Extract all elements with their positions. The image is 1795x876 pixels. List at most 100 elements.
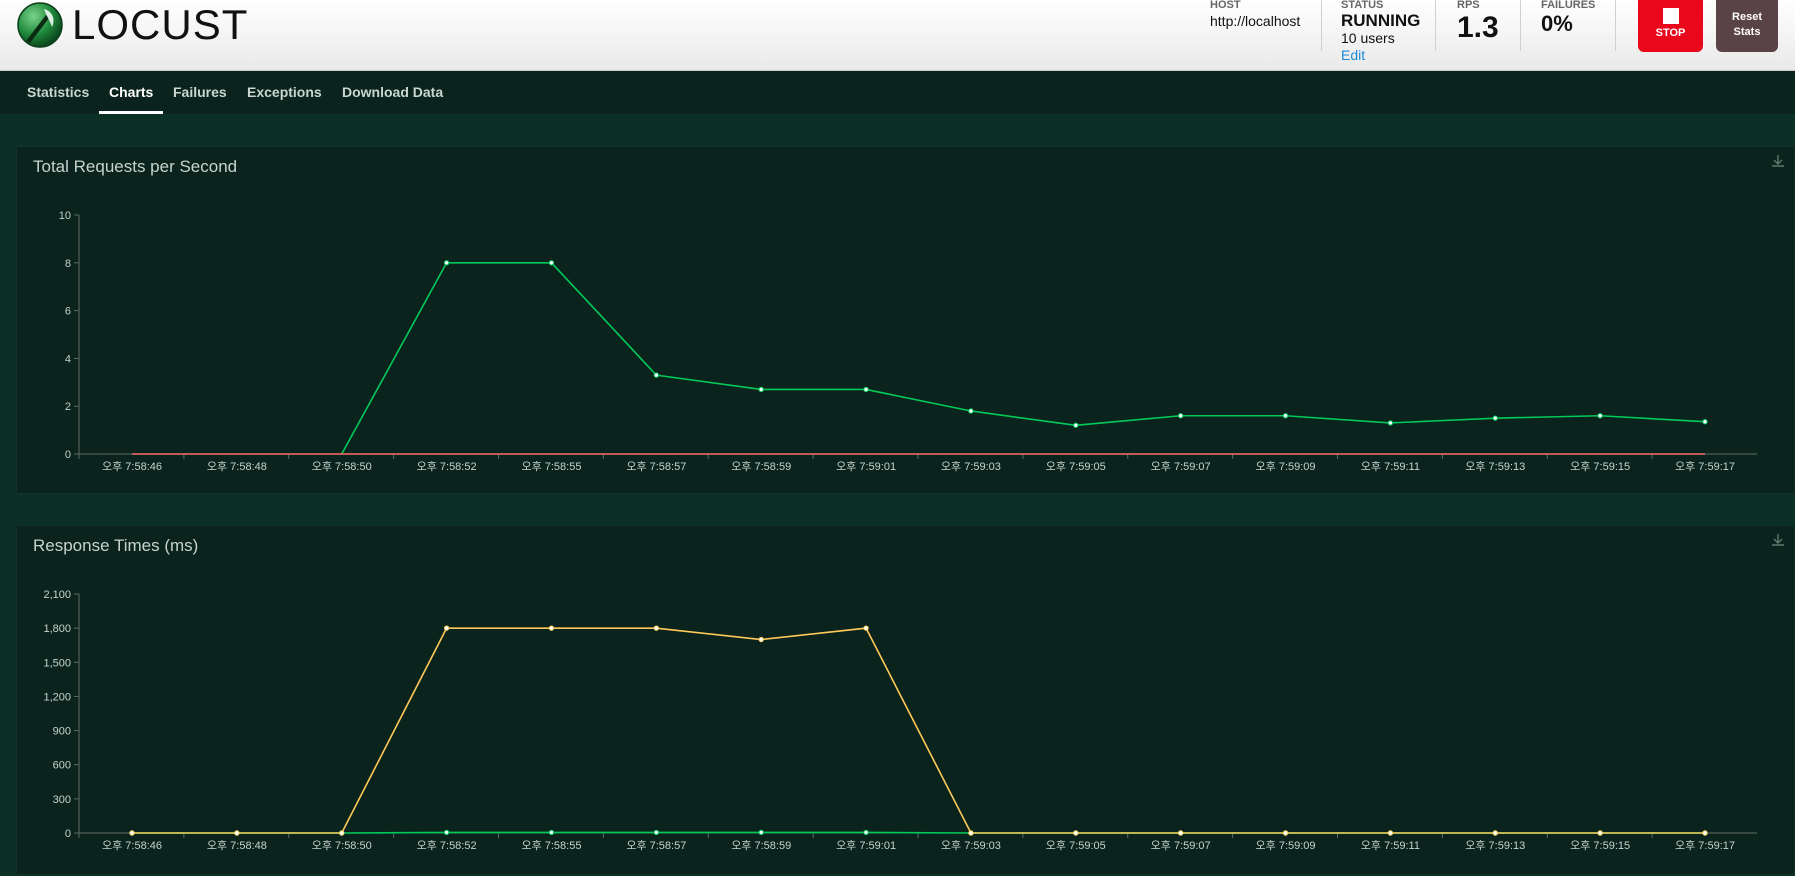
data-point[interactable] [339, 830, 345, 836]
stop-label: STOP [1655, 27, 1686, 39]
y-tick-label: 1,200 [43, 691, 71, 703]
y-tick-label: 0 [65, 449, 71, 461]
status-value: RUNNING [1341, 11, 1421, 30]
x-tick-label: 오후 7:59:01 [836, 839, 896, 852]
x-tick-label: 오후 7:59:03 [941, 839, 1001, 852]
header-divider [1520, 0, 1521, 51]
y-tick-label: 0 [65, 828, 71, 840]
x-tick-label: 오후 7:58:59 [731, 839, 791, 852]
data-point[interactable] [758, 386, 764, 393]
x-tick-label: 오후 7:59:05 [1046, 839, 1106, 852]
status-label: STATUS [1341, 0, 1384, 11]
rps-chart-panel: Total Requests per Second 0 2 4 6 8 10 오후 7:58… [16, 146, 1795, 494]
download-icon[interactable] [1770, 153, 1786, 169]
tab-charts[interactable]: Charts [109, 84, 154, 100]
data-point[interactable] [653, 372, 660, 378]
tab-exceptions[interactable]: Exceptions [247, 84, 322, 100]
data-point[interactable] [234, 830, 240, 836]
x-tick-label: 오후 7:59:17 [1675, 839, 1735, 852]
data-point[interactable] [863, 386, 869, 393]
data-point[interactable] [1597, 413, 1603, 419]
failures-label: FAILURES [1541, 0, 1596, 11]
logo: LOCUST [16, 0, 248, 50]
y-tick-label: 2 [65, 401, 71, 413]
x-tick-label: 오후 7:58:55 [521, 839, 581, 852]
y-tick-label: 1,800 [43, 623, 71, 635]
data-point[interactable] [1282, 413, 1289, 419]
rps-stat: RPS 1.3 [1457, 0, 1517, 71]
data-point[interactable] [1702, 830, 1708, 836]
x-tick-label: 오후 7:59:11 [1361, 839, 1420, 852]
status-stat: STATUS RUNNING 10 users Edit [1341, 0, 1441, 71]
active-tab-indicator [99, 111, 163, 114]
data-point[interactable] [443, 625, 450, 631]
tab-download-data[interactable]: Download Data [342, 84, 444, 100]
data-point[interactable] [548, 829, 555, 836]
data-point[interactable] [1282, 830, 1289, 836]
host-stat: HOST http://localhost [1210, 0, 1310, 71]
x-tick-label: 오후 7:59:01 [836, 460, 896, 473]
x-tick-label: 오후 7:58:50 [312, 839, 372, 852]
data-point[interactable] [1492, 830, 1498, 836]
top-header: LOCUST HOST http://localhost STATUS RUNN… [0, 0, 1795, 71]
data-point[interactable] [443, 260, 450, 266]
x-tick-label: 오후 7:59:11 [1361, 460, 1420, 473]
x-tick-label: 오후 7:58:48 [207, 460, 267, 473]
data-point[interactable] [968, 830, 974, 836]
data-point[interactable] [1073, 830, 1079, 836]
x-tick-label: 오후 7:58:50 [312, 460, 372, 473]
data-point[interactable] [653, 625, 660, 631]
failures-stat: FAILURES 0% [1541, 0, 1611, 71]
reset-label-line2: Stats [1733, 26, 1761, 38]
data-point[interactable] [1177, 413, 1184, 419]
series-line [132, 627, 1705, 834]
stop-icon [1662, 8, 1679, 24]
data-point[interactable] [653, 829, 660, 836]
x-tick-label: 오후 7:59:03 [941, 460, 1001, 473]
data-point[interactable] [1073, 422, 1079, 429]
stop-button[interactable]: STOP [1638, 0, 1703, 52]
download-icon[interactable] [1770, 532, 1786, 548]
reset-stats-button[interactable]: Reset Stats [1716, 0, 1778, 52]
tab-statistics[interactable]: Statistics [27, 84, 90, 100]
data-point[interactable] [968, 408, 974, 414]
data-point[interactable] [1177, 830, 1184, 836]
y-tick-label: 1,500 [43, 657, 71, 669]
data-point[interactable] [1387, 830, 1394, 836]
y-tick-label: 900 [53, 726, 71, 738]
y-tick-label: 10 [59, 210, 71, 222]
x-tick-label: 오후 7:59:07 [1151, 839, 1211, 852]
x-tick-label: 오후 7:58:48 [207, 839, 267, 852]
rps-label: RPS [1457, 0, 1480, 11]
data-point[interactable] [863, 829, 869, 836]
x-tick-label: 오후 7:59:15 [1570, 460, 1630, 473]
locust-logo-icon [17, 2, 63, 48]
user-count: 10 users [1341, 30, 1395, 46]
data-point[interactable] [758, 636, 764, 643]
y-tick-label: 8 [65, 258, 71, 270]
x-tick-label: 오후 7:58:59 [731, 460, 791, 473]
x-tick-label: 오후 7:59:15 [1570, 839, 1630, 852]
data-point[interactable] [443, 829, 450, 836]
response-time-chart: 0 300 600 900 1,200 1,500 1,800 2,100 오후 7:58:46… [43, 589, 1757, 852]
data-point[interactable] [758, 829, 764, 836]
data-point[interactable] [1492, 415, 1498, 421]
x-tick-label: 오후 7:58:52 [417, 460, 477, 473]
data-point[interactable] [1597, 830, 1603, 836]
data-point[interactable] [129, 830, 135, 836]
data-point[interactable] [548, 260, 555, 266]
data-point[interactable] [1702, 419, 1708, 425]
y-tick-label: 6 [65, 306, 71, 318]
x-tick-label: 오후 7:58:57 [626, 460, 686, 473]
x-tick-label: 오후 7:59:05 [1046, 460, 1106, 473]
data-point[interactable] [1387, 420, 1394, 426]
series-line [341, 262, 1706, 455]
reset-label-line1: Reset [1732, 11, 1762, 23]
edit-link[interactable]: Edit [1341, 47, 1366, 63]
data-point[interactable] [548, 625, 555, 631]
tab-bar: Statistics Charts Failures Exceptions Do… [0, 71, 1795, 114]
data-point[interactable] [863, 625, 869, 631]
tab-failures[interactable]: Failures [173, 84, 227, 100]
response-time-chart-panel: Response Times (ms) 0 300 600 900 1,200 1,500… [16, 525, 1795, 875]
x-tick-label: 오후 7:59:09 [1256, 839, 1316, 852]
